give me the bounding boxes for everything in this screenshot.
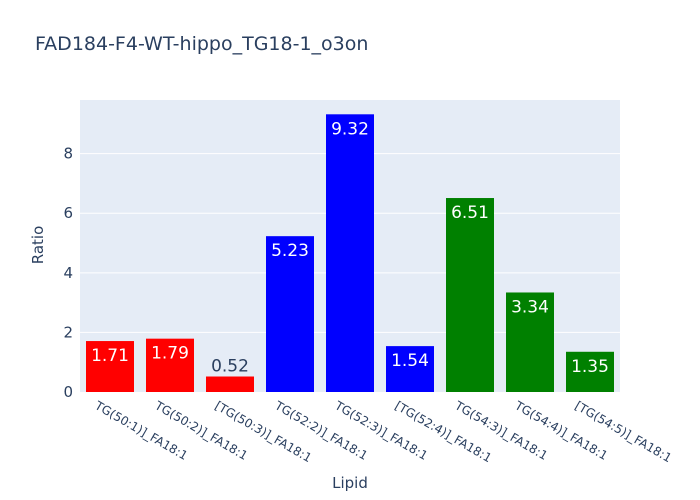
- y-tick-label: 0: [63, 383, 73, 401]
- bar: [146, 338, 194, 392]
- bars: 1.71 1.79 0.52 5.23 9.32 1.54 6.51 3.34 1.35: [86, 114, 614, 393]
- chart-title: FAD184-F4-WT-hippo_TG18-1_o3on: [35, 33, 368, 55]
- bar-value-label: 9.32: [331, 119, 369, 139]
- x-axis-ticks: TG(50:1)]_FA18:1TG(50:2)]_FA18:1[TG(50:3…: [92, 398, 674, 465]
- y-axis-title: Ratio: [29, 226, 47, 265]
- y-tick-label: 6: [63, 204, 73, 222]
- x-tick-label: [TG(54:5)]_FA18:1: [573, 398, 675, 465]
- bar-value-label: 1.71: [91, 346, 129, 366]
- bar-value-label: 1.54: [391, 351, 429, 371]
- x-axis-title: Lipid: [332, 474, 368, 492]
- bar: [446, 198, 494, 392]
- y-axis-ticks: 0 2 4 6 8: [63, 145, 73, 401]
- bar-value-label: 6.51: [451, 203, 489, 223]
- bar: [86, 341, 134, 392]
- bar-value-label: 5.23: [271, 241, 309, 261]
- bar: [206, 376, 254, 392]
- bar: [506, 292, 554, 392]
- y-tick-label: 2: [63, 323, 73, 341]
- bar-value-label: 1.35: [571, 357, 609, 377]
- bar-value-label: 1.79: [151, 344, 189, 364]
- bar: [326, 114, 374, 393]
- x-tick-label: [TG(52:4)]_FA18:1: [393, 398, 495, 465]
- bar: [266, 236, 314, 392]
- bar: [566, 351, 614, 392]
- bar-value-label: 3.34: [511, 297, 549, 317]
- x-tick-label: [TG(50:3)]_FA18:1: [213, 398, 315, 465]
- y-tick-label: 4: [63, 264, 73, 282]
- y-tick-label: 8: [63, 145, 73, 163]
- bar: [386, 346, 434, 392]
- bar-value-label: 0.52: [211, 357, 249, 377]
